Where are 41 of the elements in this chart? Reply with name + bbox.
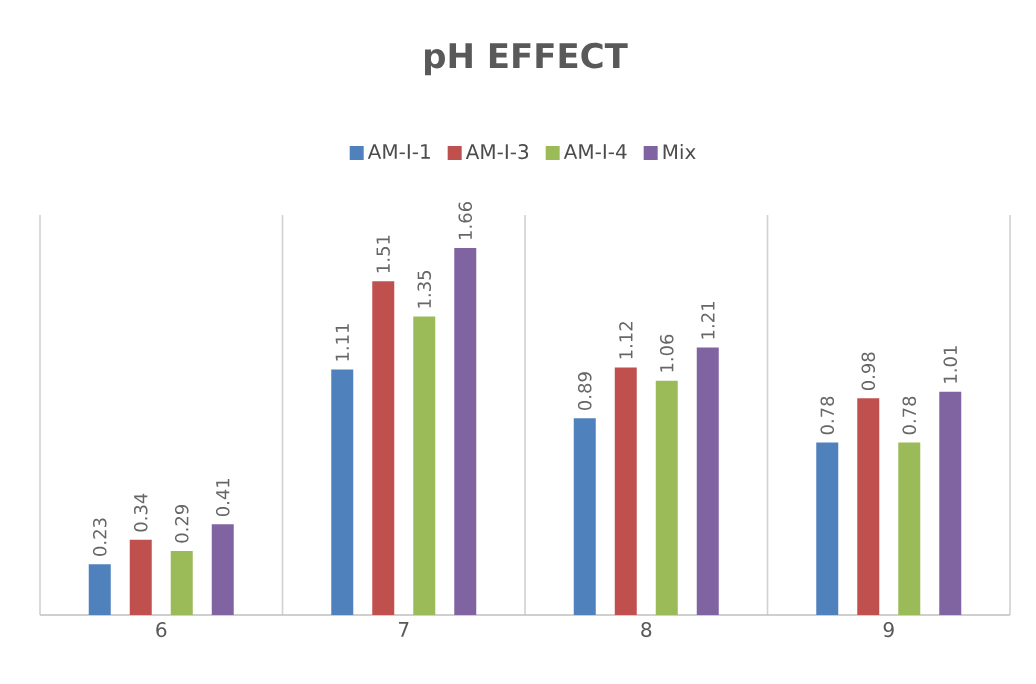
bar <box>372 281 395 615</box>
data-label: 1.21 <box>701 302 715 339</box>
data-label: 1.12 <box>619 322 633 359</box>
legend-label: Mix <box>663 143 696 160</box>
bar <box>170 550 193 615</box>
bar <box>816 442 839 615</box>
bar <box>573 418 596 615</box>
data-label: 0.78 <box>902 396 917 435</box>
bar <box>88 564 111 615</box>
data-label: 0.89 <box>577 372 592 410</box>
bar <box>655 380 678 615</box>
data-label: 1.51 <box>376 235 390 273</box>
data-label: 0.98 <box>861 352 876 391</box>
data-label: 1.06 <box>659 334 674 372</box>
data-label: 0.23 <box>92 518 107 556</box>
x-tick-label: 7 <box>399 622 409 637</box>
bar <box>129 539 152 615</box>
bar <box>857 398 880 615</box>
bar <box>696 347 719 615</box>
data-label: 0.34 <box>133 493 148 532</box>
legend-label: AM-I-3 <box>465 144 529 160</box>
data-label: 0.41 <box>215 478 230 517</box>
data-label: 0.78 <box>820 396 835 435</box>
bar <box>939 391 962 615</box>
x-tick-label: 9 <box>883 622 894 638</box>
legend-label: AM-I-4 <box>563 144 627 159</box>
x-tick-label: 6 <box>156 622 167 638</box>
data-label: 1.66 <box>458 202 473 239</box>
data-label: 1.01 <box>943 346 958 383</box>
bar <box>331 369 354 615</box>
bar <box>898 442 921 615</box>
legend-label: AM-I-1 <box>367 144 430 159</box>
data-label: 1.11 <box>335 324 349 361</box>
data-label: 1.35 <box>417 270 432 308</box>
chart-title: pH EFFECT <box>425 42 628 76</box>
bar <box>454 248 477 615</box>
bar <box>413 316 436 615</box>
bar <box>211 524 234 615</box>
x-tick-label: 8 <box>641 622 652 638</box>
bar <box>614 367 637 615</box>
data-label: 0.29 <box>174 505 189 543</box>
